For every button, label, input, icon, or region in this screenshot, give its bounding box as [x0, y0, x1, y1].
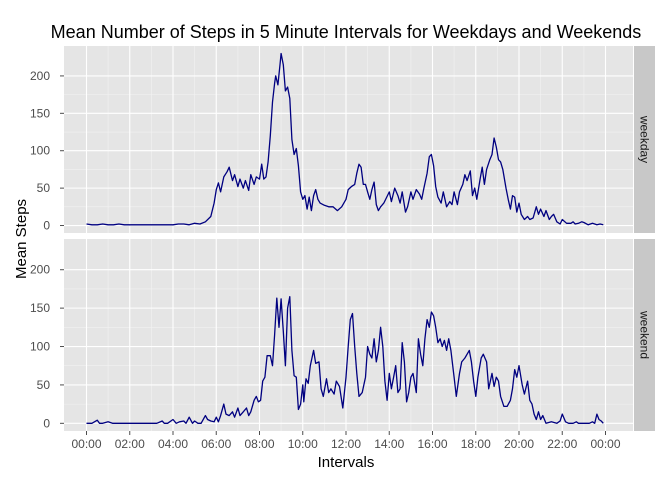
y-tick-label: 50 — [37, 378, 51, 392]
y-tick-label: 200 — [30, 69, 50, 83]
x-tick-label: 10:00 — [288, 437, 318, 451]
y-tick-label: 150 — [30, 106, 50, 120]
y-axis-title: Mean Steps — [13, 199, 30, 279]
y-tick-label: 100 — [30, 144, 50, 158]
x-tick-label: 02:00 — [115, 437, 145, 451]
x-tick-label: 00:00 — [590, 437, 620, 451]
x-axis: 00:00 02:00 04:00 06:00 08:00 10:00 12:00 14:00… — [71, 431, 621, 451]
series-line-weekend — [86, 295, 604, 424]
y-tick-label: 0 — [43, 416, 50, 430]
panel-weekend: 0 50 100 150 200 weekend — [30, 239, 655, 431]
x-tick-label: 16:00 — [417, 437, 447, 451]
facet-strip — [634, 239, 655, 431]
y-tick-label: 150 — [30, 301, 50, 315]
y-tick-label: 50 — [37, 181, 51, 195]
y-tick-label: 100 — [30, 340, 50, 354]
facet-strip-label: weekday — [638, 115, 652, 163]
x-tick-label: 22:00 — [547, 437, 577, 451]
panel-weekday: 0 50 100 150 200 weekday — [30, 46, 655, 233]
x-tick-label: 04:00 — [158, 437, 188, 451]
x-axis-title: Intervals — [318, 454, 375, 471]
facet-strip-label: weekend — [638, 310, 652, 359]
x-tick-label: 14:00 — [374, 437, 404, 451]
facet-strip — [634, 46, 655, 233]
x-tick-label: 20:00 — [504, 437, 534, 451]
chart-title: Mean Number of Steps in 5 Minute Interva… — [51, 22, 642, 42]
x-tick-label: 06:00 — [201, 437, 231, 451]
x-tick-label: 00:00 — [71, 437, 101, 451]
facet-panels: 0 50 100 150 200 weekday 0 50 100 150 200 weekend — [30, 46, 655, 431]
x-tick-label: 12:00 — [331, 437, 361, 451]
x-tick-label: 18:00 — [461, 437, 491, 451]
y-tick-label: 200 — [30, 263, 50, 277]
series-line-weekday — [86, 52, 604, 226]
x-tick-label: 08:00 — [244, 437, 274, 451]
panel-background — [64, 46, 633, 233]
y-tick-label: 0 — [43, 219, 50, 233]
